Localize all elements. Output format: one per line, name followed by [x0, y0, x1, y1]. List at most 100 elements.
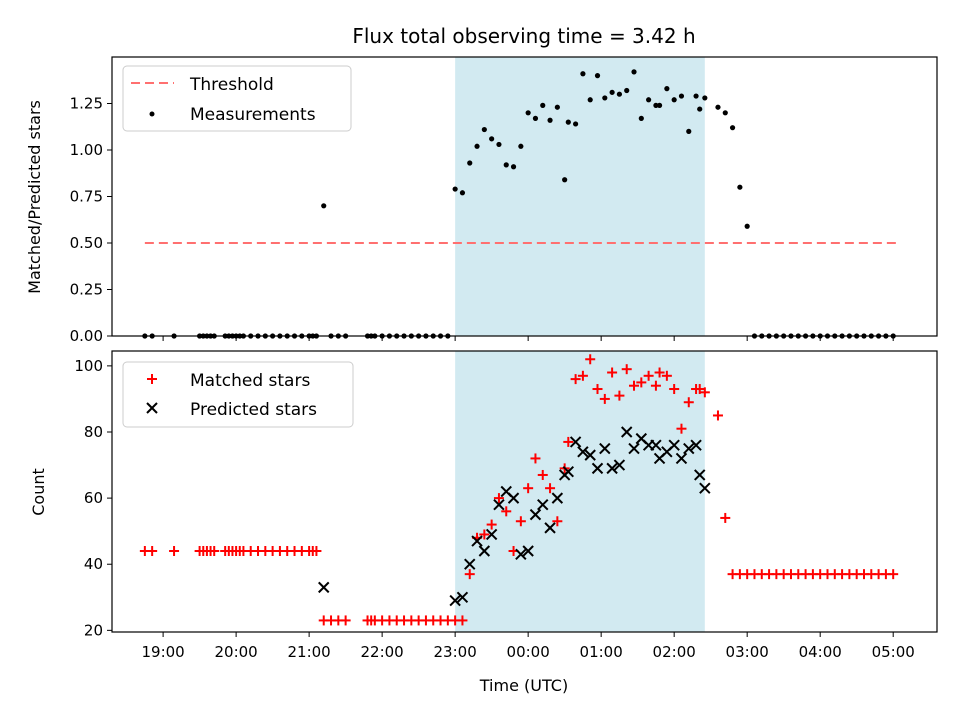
matched-star-point — [599, 393, 610, 404]
legend-matched-swatch — [147, 374, 157, 384]
matched-star-point — [457, 615, 468, 626]
matched-star-point — [486, 519, 497, 530]
matched-star-point — [570, 374, 581, 385]
predicted-star-point — [694, 469, 706, 481]
matched-star-point — [629, 380, 640, 391]
matched-star-point — [501, 506, 512, 517]
predicted-star-point — [318, 581, 330, 594]
xtick-label: 21:00 — [288, 643, 331, 661]
measurement-point — [518, 143, 524, 149]
measurement-point — [624, 87, 630, 94]
matched-star-point — [699, 387, 710, 398]
measurement-point — [609, 89, 615, 95]
measurement-point — [547, 117, 553, 123]
top-axes-frame — [111, 56, 938, 337]
predicted-star-point — [493, 499, 505, 511]
matched-star-point — [621, 364, 632, 375]
top-x-axis-ticks — [162, 336, 894, 341]
bottom-axes-frame — [111, 350, 938, 633]
predicted-star-point — [507, 492, 520, 504]
legend-predicted-swatch — [146, 402, 158, 414]
measurement-point — [678, 93, 685, 99]
matched-star-point — [683, 397, 694, 408]
chart-title: Flux total observing time = 3.42 h — [352, 24, 695, 48]
measurement-point — [616, 91, 623, 97]
measurement-point — [573, 121, 579, 127]
matched-star-point — [643, 370, 654, 381]
predicted-star-point — [537, 499, 549, 511]
matched-star-point — [311, 546, 322, 557]
measurement-point — [722, 110, 728, 116]
predicted-star-point — [569, 436, 582, 448]
top-ytick-label: 0.25 — [70, 281, 103, 299]
predicted-star-point — [650, 439, 662, 451]
observing-window-shade-top — [455, 57, 705, 336]
predicted-star-point — [699, 482, 711, 494]
measurement-point — [715, 104, 721, 110]
measurement-point — [646, 97, 652, 103]
bottom-ytick-label: 100 — [74, 357, 103, 375]
top-y-axis-ticks: 0.00 0.25 0.50 0.75 1.00 1.25 — [70, 95, 112, 345]
top-legend: Threshold Measurements — [122, 65, 352, 132]
measurement-point — [587, 97, 593, 103]
measurement-point — [554, 104, 560, 110]
matched-star-point — [479, 529, 490, 540]
predicted-star-point — [449, 594, 461, 607]
matched-star-point — [563, 436, 574, 447]
matched-star-point — [614, 390, 625, 401]
ratio-panel: 0.00 0.25 0.50 0.75 1.00 1.25 Flux total obse… — [25, 24, 938, 345]
measurement-point — [474, 143, 480, 149]
matched-star-point — [537, 469, 548, 480]
matched-star-point — [464, 569, 475, 580]
predicted-star-point — [522, 545, 534, 557]
measurement-point — [638, 115, 644, 121]
predicted-star-point — [464, 558, 476, 570]
matched-star-point — [552, 516, 563, 527]
matched-star-point — [209, 546, 220, 557]
xtick-label: 19:00 — [141, 643, 184, 661]
matched-star-point — [712, 410, 723, 421]
measurement-point — [702, 95, 708, 101]
predicted-star-point — [591, 462, 604, 475]
legend-measurements-label: Measurements — [190, 105, 316, 125]
matched-star-point — [147, 546, 158, 557]
legend-predicted-label: Predicted stars — [190, 400, 317, 420]
matched-star-point — [607, 367, 618, 378]
matched-star-point — [577, 370, 588, 381]
counts-panel: 20 40 60 80 100 19:00 20:00 21:00 22:00 23:00 00:… — [29, 350, 938, 695]
predicted-star-point — [478, 545, 491, 557]
matched-star-point — [650, 380, 661, 391]
measurement-point — [562, 177, 568, 183]
predicted-star-point — [584, 449, 596, 461]
bottom-ytick-label: 80 — [84, 423, 103, 441]
bottom-y-axis-label: Count — [29, 468, 48, 516]
predicted-star-point — [599, 442, 611, 455]
legend-threshold-label: Threshold — [189, 75, 274, 95]
measurement-point — [744, 223, 750, 229]
matched-star-point — [592, 384, 603, 395]
xtick-label: 20:00 — [214, 643, 257, 661]
observing-window-shade-bottom — [455, 351, 705, 632]
matched-star-point — [636, 377, 647, 388]
measurement-point — [693, 93, 699, 99]
matched-star-point — [654, 367, 665, 378]
measurement-point — [671, 97, 677, 103]
matched-star-point — [661, 370, 672, 381]
predicted-star-point — [668, 439, 680, 451]
measurement-point — [496, 141, 502, 148]
predicted-star-point — [471, 535, 483, 547]
top-ytick-label: 0.50 — [70, 234, 103, 252]
x-axis-label: Time (UTC) — [479, 676, 568, 695]
bottom-y-axis-ticks: 20 40 60 80 100 — [74, 357, 112, 639]
xtick-label: 00:00 — [507, 643, 550, 661]
bottom-x-axis-ticks: 19:00 20:00 21:00 22:00 23:00 00:00 01:00 02:00… — [141, 632, 915, 661]
xtick-label: 22:00 — [361, 643, 404, 661]
measurement-point — [525, 110, 531, 116]
predicted-star-point — [621, 426, 633, 438]
predicted-star-point — [485, 528, 498, 541]
top-ytick-label: 1.00 — [70, 141, 103, 159]
predicted-star-point — [675, 452, 688, 465]
measurement-point — [510, 164, 517, 170]
bottom-ytick-label: 20 — [84, 621, 103, 639]
